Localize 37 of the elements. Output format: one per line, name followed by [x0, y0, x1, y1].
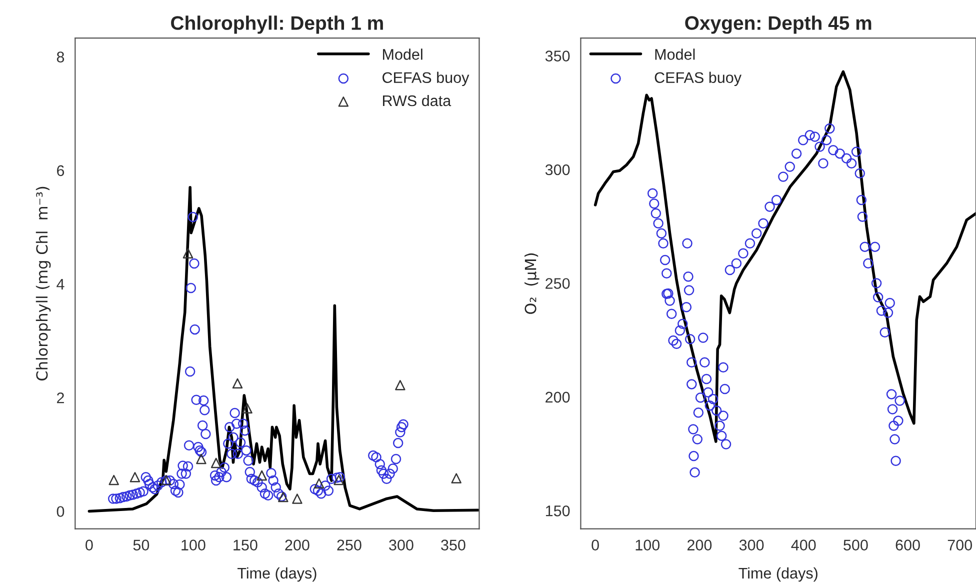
x-axis-title: Time (days)	[237, 567, 316, 582]
x-tick-label: 300	[389, 540, 414, 550]
x-tick-label: 400	[791, 540, 816, 550]
legend-label: RWS data	[383, 94, 452, 106]
x-tick-label: 0	[86, 540, 93, 550]
x-tick-label: 200	[687, 540, 712, 550]
y-axis-title: O₂ (µM)	[524, 253, 540, 314]
chart-title: Chlorophyll: Depth 1 m	[171, 16, 383, 34]
x-tick-label: 100	[182, 540, 206, 550]
x-tick-label: 600	[896, 540, 920, 550]
x-tick-label: 0	[592, 540, 599, 550]
y-tick-label: 250	[546, 278, 570, 289]
y-tick-label: 0	[56, 506, 64, 517]
y-tick-label: 350	[545, 50, 570, 62]
y-tick-label: 8	[56, 52, 64, 62]
x-tick-label: 250	[337, 540, 362, 550]
legend-label: CEFAS buoy	[382, 72, 470, 86]
x-tick-label: 200	[285, 540, 310, 550]
y-tick-label: 300	[545, 164, 570, 176]
x-tick-label: 350	[441, 540, 466, 550]
x-tick-label: 50	[133, 540, 150, 550]
x-tick-label: 150	[234, 540, 258, 550]
x-axis-title: Time (days)	[738, 567, 818, 582]
x-tick-label: 100	[636, 540, 660, 550]
chart-title: Oxygen: Depth 45 m	[685, 16, 872, 34]
y-tick-label: 150	[546, 506, 570, 516]
legend-label: Model	[383, 48, 422, 60]
y-tick-label: 200	[546, 392, 570, 403]
y-tick-label: 4	[56, 279, 64, 290]
legend-label: CEFAS buoy	[654, 72, 742, 86]
y-axis-title: Chlorophyll (mg Chl m⁻³)	[36, 186, 51, 380]
x-tick-label: 500	[844, 540, 868, 550]
legend-label: Model	[655, 48, 695, 60]
x-tick-label: 300	[739, 540, 764, 550]
x-tick-label: 700	[948, 540, 972, 550]
y-tick-label: 6	[57, 165, 64, 176]
y-tick-label: 2	[57, 392, 64, 404]
